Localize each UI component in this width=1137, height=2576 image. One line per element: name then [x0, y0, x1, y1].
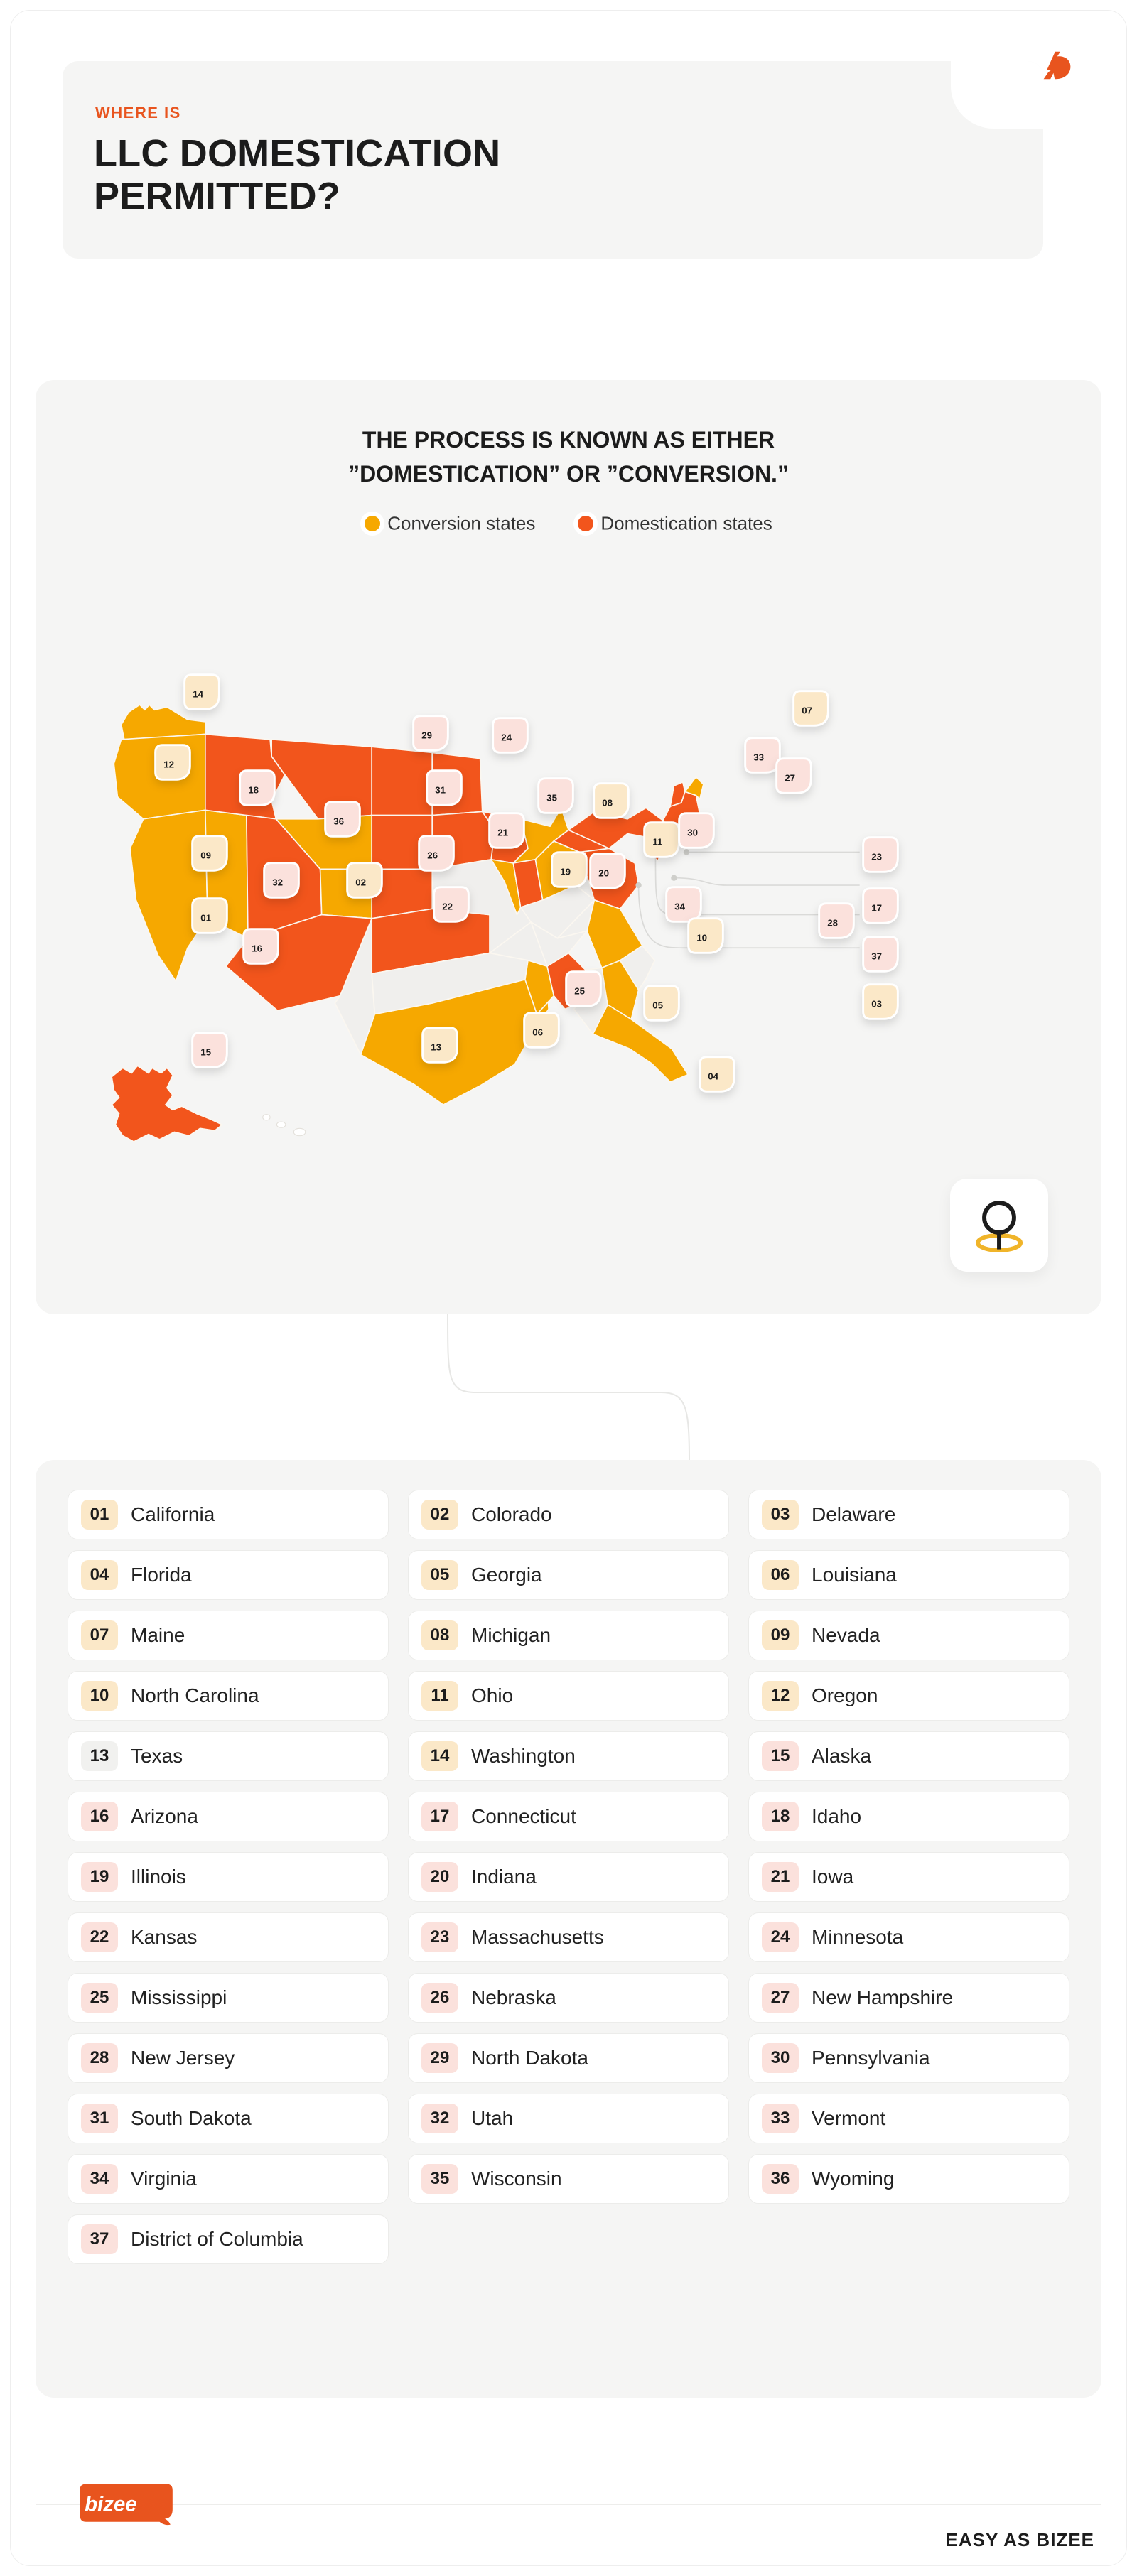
svg-text:06: 06: [532, 1027, 543, 1037]
svg-text:04: 04: [708, 1071, 718, 1082]
svg-text:17: 17: [871, 903, 882, 914]
svg-text:16: 16: [252, 943, 263, 954]
svg-text:02: 02: [355, 877, 366, 888]
svg-text:27: 27: [785, 772, 795, 783]
svg-text:31: 31: [435, 785, 446, 796]
svg-text:24: 24: [501, 732, 512, 742]
svg-text:14: 14: [193, 689, 204, 700]
svg-text:20: 20: [598, 867, 609, 878]
svg-text:03: 03: [871, 999, 882, 1010]
svg-text:28: 28: [827, 918, 838, 929]
svg-text:05: 05: [652, 1000, 663, 1011]
svg-text:25: 25: [574, 985, 585, 996]
svg-text:23: 23: [871, 851, 882, 862]
svg-text:11: 11: [652, 836, 663, 847]
svg-text:22: 22: [442, 902, 453, 912]
svg-text:08: 08: [603, 797, 613, 808]
svg-text:13: 13: [431, 1041, 441, 1052]
svg-text:09: 09: [200, 850, 211, 860]
svg-text:37: 37: [871, 951, 882, 961]
svg-text:07: 07: [802, 705, 812, 716]
svg-text:36: 36: [333, 816, 344, 826]
svg-text:30: 30: [687, 827, 698, 838]
svg-text:32: 32: [273, 877, 284, 888]
svg-text:19: 19: [560, 866, 571, 877]
svg-text:10: 10: [696, 932, 707, 943]
svg-text:26: 26: [428, 850, 438, 860]
svg-text:33: 33: [753, 752, 764, 762]
svg-text:34: 34: [674, 902, 685, 912]
svg-text:12: 12: [163, 759, 174, 770]
svg-text:35: 35: [547, 792, 558, 803]
svg-text:21: 21: [497, 827, 508, 838]
svg-text:18: 18: [248, 785, 259, 796]
svg-text:01: 01: [200, 912, 211, 923]
svg-text:bizee: bizee: [85, 2493, 136, 2516]
svg-text:29: 29: [421, 730, 432, 740]
svg-text:15: 15: [200, 1046, 211, 1057]
